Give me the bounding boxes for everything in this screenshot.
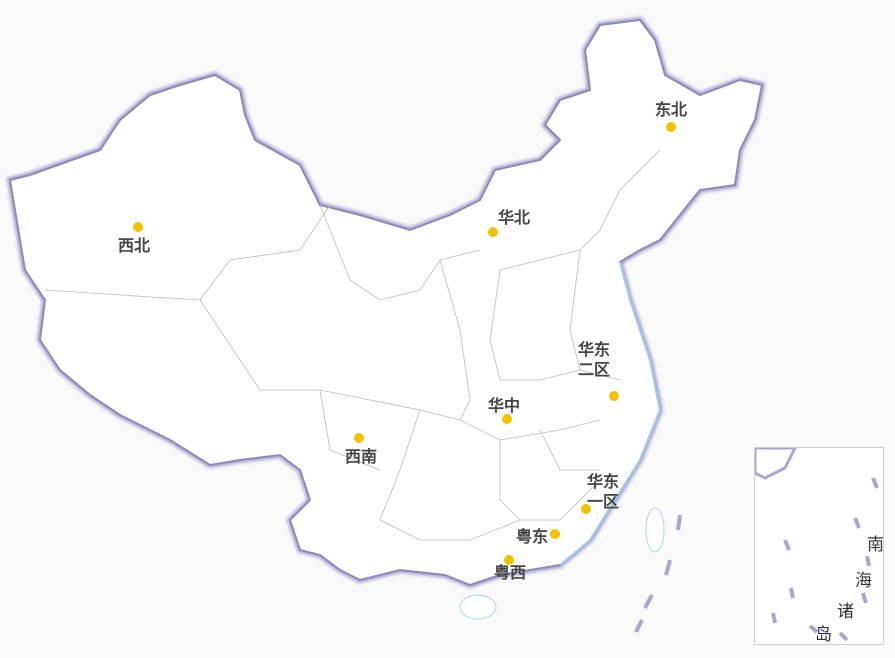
region-marker[interactable] bbox=[488, 227, 498, 237]
inset-label-char: 海 bbox=[855, 571, 872, 591]
region-marker[interactable] bbox=[581, 504, 591, 514]
region-label: 东北 bbox=[655, 100, 688, 119]
taiwan-island bbox=[645, 507, 665, 553]
region-marker[interactable] bbox=[550, 529, 560, 539]
region-marker[interactable] bbox=[504, 555, 514, 565]
region-label: 西南 bbox=[345, 447, 378, 466]
region-label: 华北 bbox=[498, 208, 531, 227]
inset-map bbox=[755, 448, 879, 642]
coastline-water bbox=[559, 261, 661, 566]
china-land bbox=[8, 18, 764, 587]
region-marker[interactable] bbox=[354, 433, 364, 443]
region-label: 华中 bbox=[488, 396, 521, 415]
region-label: 西北 bbox=[118, 236, 151, 255]
inset-label-char: 南 bbox=[867, 535, 884, 555]
nine-dash-line bbox=[634, 514, 682, 633]
hainan-island bbox=[459, 594, 497, 620]
province-boundaries bbox=[44, 149, 661, 541]
region-label: 粤东 bbox=[516, 527, 549, 546]
region-marker[interactable] bbox=[133, 222, 143, 232]
region-label: 华东 一区 bbox=[587, 472, 620, 511]
region-marker[interactable] bbox=[609, 391, 619, 401]
region-marker[interactable] bbox=[502, 414, 512, 424]
inset-label-char: 岛 bbox=[815, 625, 832, 645]
inset-label-char: 诸 bbox=[837, 602, 854, 622]
region-label: 粤西 bbox=[494, 563, 527, 582]
south-china-sea-inset: 南 海 诸 岛 bbox=[754, 447, 884, 645]
region-marker[interactable] bbox=[666, 122, 676, 132]
region-label: 华东 二区 bbox=[578, 340, 611, 379]
